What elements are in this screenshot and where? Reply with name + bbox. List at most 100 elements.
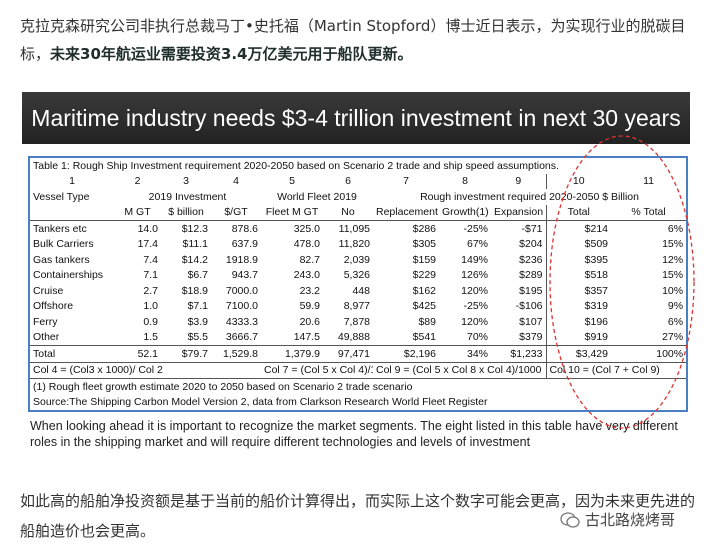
table-cell: $357 [584, 284, 608, 297]
table-row: Other 1.5 $5.5 3666.7 147.5 49,888 $541 70% $379… [29, 329, 687, 346]
watermark-text: 古北路烧烤哥 [585, 511, 676, 529]
table-cell: 67% [466, 238, 488, 251]
table-row: Containerships 7.1 $6.7 943.7 243.0 5,326 $229… [29, 267, 687, 283]
table-cell: 9 [491, 173, 547, 189]
table-cell: Cruise [33, 284, 64, 297]
table-cell: 17.4 [137, 238, 158, 251]
table-cell: -25% [463, 300, 488, 313]
table-cell: 126% [461, 269, 488, 282]
table-cell: 8,977 [343, 300, 370, 313]
wechat-icon [560, 511, 580, 528]
table-cell: Tankers etc [33, 222, 87, 235]
table-cell: 5,326 [343, 269, 370, 282]
table-cell: World Fleet 2019 [277, 190, 357, 203]
table-cell: Ferry [33, 315, 58, 328]
table-cell: $/GT [211, 204, 261, 221]
watermark: 古北路烧烤哥 [560, 509, 675, 530]
table-cell: 70% [466, 331, 488, 344]
table-cell: 120% [461, 315, 488, 328]
table-cell: M GT [114, 204, 161, 221]
table-cell: 8 [462, 175, 468, 188]
table-cell: 82.7 [299, 253, 320, 266]
table-cell: 1 [69, 175, 75, 188]
table-row: Source:The Shipping Carbon Model Version… [29, 395, 687, 412]
table-cell: $159 [412, 253, 436, 266]
table-cell: 1.5 [143, 331, 158, 344]
table-cell: -25% [463, 222, 488, 235]
table-cell: 14.0 [137, 222, 158, 235]
table-cell: $5.5 [187, 331, 208, 344]
table-cell: 2,039 [343, 253, 370, 266]
table-cell: $196 [584, 315, 608, 328]
table-cell: 637.9 [231, 238, 258, 251]
table-cell: 943.7 [231, 269, 258, 282]
table-cell: 1.0 [143, 300, 158, 313]
table-cell: 0.9 [143, 315, 158, 328]
table-cell: Expansion [491, 204, 547, 221]
table-cell: $236 [491, 252, 547, 268]
table-cell: 27% [662, 331, 684, 344]
table-cell [29, 204, 114, 221]
table-cell: 11,820 [338, 238, 370, 251]
intro-text: 克拉克森研究公司非执行总裁马丁•史托福（Martin Stopford）博士近日… [20, 17, 686, 63]
table-cell: 1,529.8 [211, 345, 261, 362]
table-cell: $89 [418, 315, 436, 328]
table-cell: % Total [611, 204, 688, 221]
table-cell: 1,379.9 [261, 345, 323, 362]
table-row: Bulk Carriers 17.4 $11.1 637.9 478.0 11,820 $3… [29, 236, 687, 252]
table-cell: Vessel Type [33, 190, 90, 203]
table-cell: $286 [412, 222, 436, 235]
table-cell: $541 [412, 331, 436, 344]
table-cell: 2 [134, 175, 141, 188]
table-cell: 9% [667, 300, 684, 313]
table-cell: $214 [584, 222, 608, 235]
table-cell: Replacement [373, 204, 439, 221]
table-cell: $509 [584, 238, 608, 251]
table-cell: Col 4 = (Col3 x 1000)/ Col 2 [29, 361, 261, 379]
table-cell: $2,196 [373, 345, 439, 362]
table-cell: 7,878 [343, 315, 370, 328]
table-cell: 10% [662, 284, 684, 297]
table-cell: 15% [662, 238, 684, 251]
table-cell: Table 1: Rough Ship Investment requireme… [33, 159, 559, 172]
table-cell: $204 [491, 236, 547, 252]
table-row: Total 52.1 $79.7 1,529.8 1,379.9 97,471 $2,196… [29, 345, 688, 362]
table-cell: 7.1 [143, 269, 158, 282]
table-cell: Col 7 = (Col 5 x Col 4)/1,000 [261, 361, 373, 379]
table-cell: 147.5 [293, 331, 320, 344]
table-cell: 12% [662, 253, 684, 266]
table-cell: 2.7 [143, 284, 158, 297]
table-cell: Bulk Carriers [33, 238, 94, 251]
table-cell: -$106 [491, 298, 547, 314]
table-cell: Offshore [33, 300, 74, 313]
table-cell: $305 [412, 238, 436, 251]
table-cell: 7 [403, 175, 409, 188]
table-cell: (1) Rough fleet growth estimate 2020 to … [33, 380, 413, 393]
table-cell: 6 [345, 175, 351, 188]
table-cell: $107 [491, 314, 547, 330]
table-row: Ferry 0.9 $3.9 4333.3 20.6 7,878 $89 120% $107 $1… [29, 314, 687, 330]
table-cell: $395 [584, 253, 608, 266]
table-cell: 7000.0 [225, 284, 258, 297]
table-row: Vessel Type 2019 Investment World Fleet 20… [29, 189, 687, 205]
table-cell: $518 [584, 269, 608, 282]
intro-highlight: 未来30年航运业需要投资3.4万亿美元用于船队更新。 [50, 45, 413, 63]
table-cell: 3666.7 [225, 331, 258, 344]
table-row: Tankers etc 14.0 $12.3 878.6 325.0 11,095 $286… [29, 220, 687, 237]
table-cell: 448 [352, 284, 370, 297]
table-cell: 52.1 [114, 345, 161, 362]
table-cell: Rough investment required 2020-2050 $ Bi… [420, 190, 639, 203]
table-cell: $ billion [161, 204, 211, 221]
table-cell: Col 10 = (Col 7 + Col 9) [546, 361, 688, 379]
table-cell: Total [29, 345, 114, 362]
table-cell: 2019 Investment [148, 190, 227, 203]
table-row: 1 2 3 4 5 6 7 8 9 10 11 [29, 173, 687, 189]
table-row: M GT $ billion $/GT Fleet M GT No Replacement… [29, 204, 688, 221]
table-row: Table 1: Rough Ship Investment requireme… [29, 157, 687, 174]
table-row: Offshore 1.0 $7.1 7100.0 59.9 8,977 $425 -25% -$… [29, 298, 687, 314]
table-cell: 100% [611, 345, 688, 362]
table-cell: Fleet M GT [261, 204, 323, 221]
table-cell: 4 [233, 175, 239, 188]
table-cell: No [323, 204, 373, 221]
table-row: Cruise 2.7 $18.9 7000.0 23.2 448 $162 120% $195 $… [29, 283, 687, 299]
